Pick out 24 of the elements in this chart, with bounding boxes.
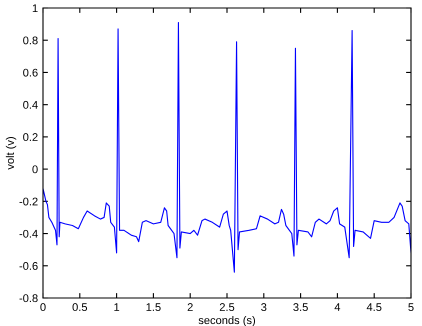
x-tick-label: 5: [408, 303, 414, 312]
line-series: [43, 22, 411, 273]
x-tick-label: 3: [261, 303, 266, 312]
x-tick-label: 2.5: [220, 303, 234, 312]
y-tick-label: 0.6: [23, 68, 38, 77]
x-tick-label: 0.5: [72, 303, 88, 312]
y-tick-label: 0.4: [23, 100, 38, 109]
x-tick-label: 4.5: [366, 303, 382, 312]
y-tick-label: 1: [32, 4, 38, 12]
x-tick-label: 0: [40, 303, 46, 312]
x-tick-label: 1.5: [146, 303, 161, 312]
y-tick-label: 0: [32, 165, 38, 174]
x-tick-label: 2: [188, 303, 193, 311]
x-axis-title: seconds (s): [198, 316, 256, 326]
x-tick-label: 4: [334, 303, 340, 311]
y-tick-label: -0.6: [19, 262, 38, 270]
y-tick-label: 0.2: [23, 133, 38, 142]
y-axis-title: volt (v): [6, 137, 16, 170]
y-tick-label: 0.8: [23, 36, 38, 44]
x-tick-label: 1: [114, 303, 120, 311]
y-tick-label: -0.2: [19, 198, 38, 206]
y-tick-label: -0.4: [19, 230, 38, 238]
y-tick-label: -0.8: [19, 294, 38, 302]
x-tick-label: 3.5: [293, 303, 308, 312]
